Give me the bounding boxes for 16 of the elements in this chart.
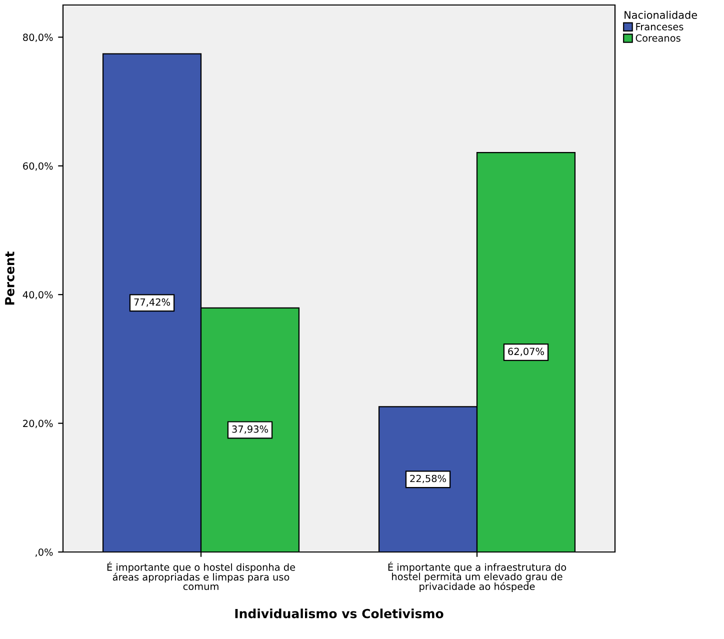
y-tick-label: 60,0% [23,162,53,171]
y-tick-label: 20,0% [23,420,53,428]
data-label: 22,58% [410,474,446,484]
data-label: 77,42% [134,298,170,307]
y-tick-label: ,0% [36,548,53,557]
data-label: 37,93% [232,425,268,434]
legend-title: Nacionalidade [624,10,697,19]
legend-label: Coreanos [636,34,680,42]
data-label: 62,07% [508,348,544,356]
y-axis-title: Percent [5,252,14,305]
legend-label: Franceses [636,23,684,30]
x-tick-label: É importante que a infraestrutura do hostel permita um elevado grau de privacidade ao hóspede [388,562,566,592]
y-tick-label: 40,0% [22,291,53,300]
x-tick-label: É importante que o hostel disponha de áreas apropriadas e limpas para uso comum [107,562,296,590]
x-axis-title: Individualismo vs Coletivismo [235,608,444,618]
y-tick-label: 80,0% [23,34,53,42]
